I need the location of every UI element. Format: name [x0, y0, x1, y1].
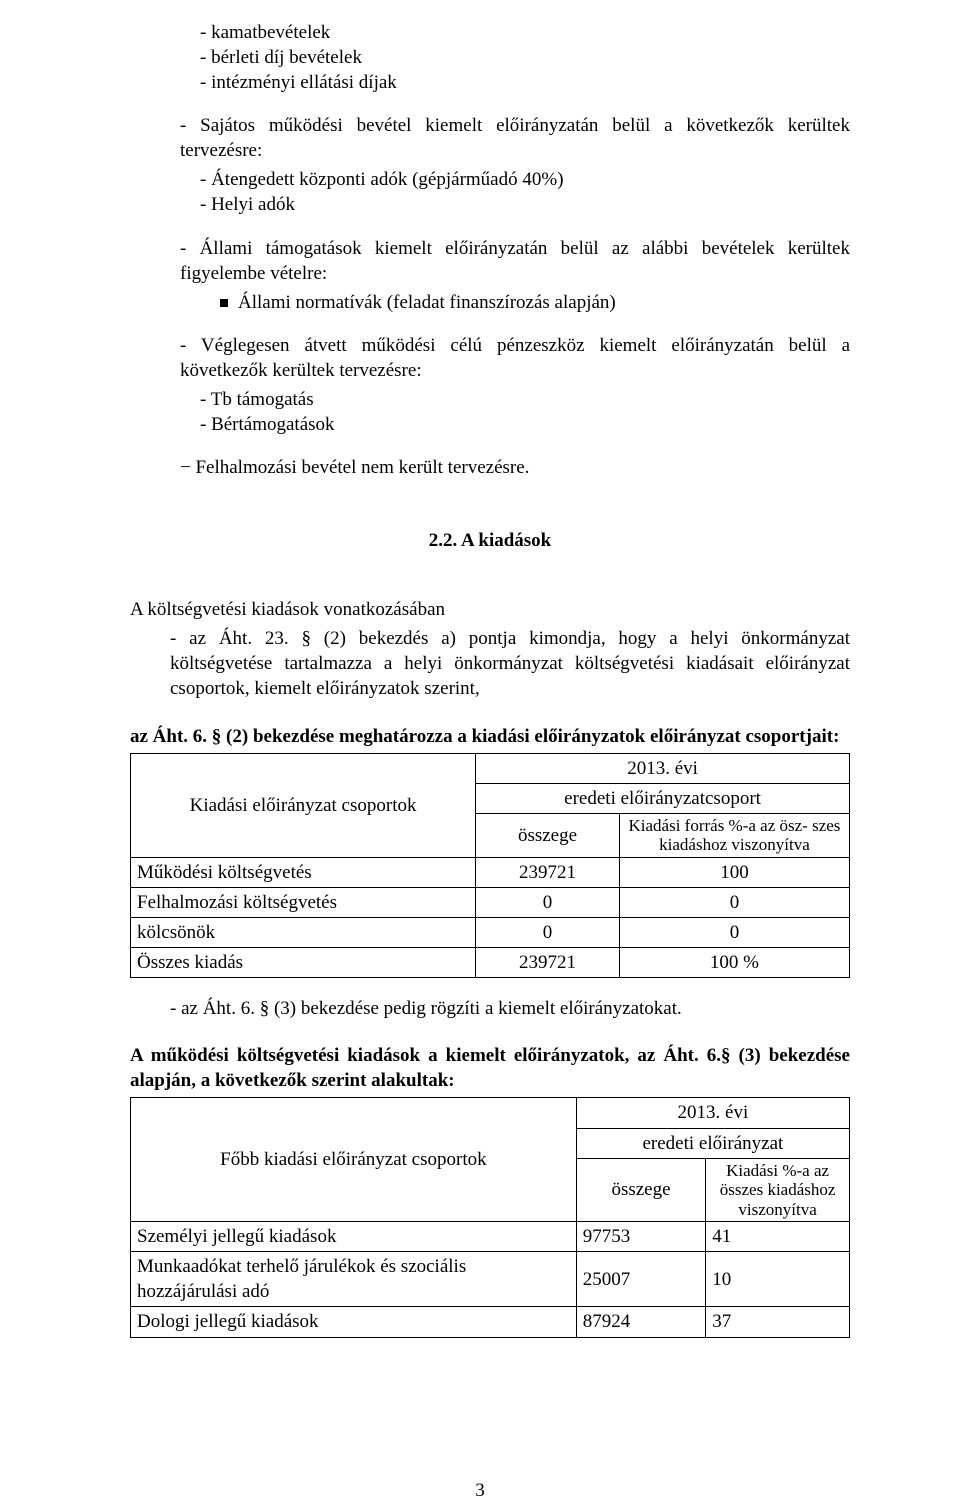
budget-groups-table: Kiadási előirányzat csoportok 2013. évi …	[130, 753, 850, 979]
list-item: - Helyi adók	[130, 192, 850, 217]
cell: 239721	[476, 948, 620, 978]
section-heading: 2.2. A kiadások	[130, 528, 850, 553]
list-item: - kamatbevételek	[130, 20, 850, 45]
col-header: 2013. évi	[476, 753, 850, 783]
col-header: 2013. évi	[576, 1098, 849, 1128]
page-number: 3	[0, 1478, 960, 1503]
cell: Felhalmozási költségvetés	[131, 887, 476, 917]
paragraph: - Véglegesen átvett működési célú pénzes…	[130, 333, 850, 383]
list-item-label: Állami normatívák (feladat finanszírozás…	[238, 292, 616, 313]
col-header: eredeti előirányzat	[576, 1128, 849, 1158]
col-header: Kiadási forrás %-a az ösz- szes kiadásho…	[619, 813, 849, 857]
table-row: Dologi jellegű kiadások 87924 37	[131, 1307, 850, 1337]
list-block: - kamatbevételek - bérleti díj bevételek…	[130, 20, 850, 480]
col-header: Kiadási előirányzat csoportok	[131, 753, 476, 857]
table-lead: A működési költségvetési kiadások a kiem…	[130, 1043, 850, 1093]
paragraph: − Felhalmozási bevétel nem került tervez…	[130, 455, 850, 480]
cell: 97753	[576, 1222, 705, 1252]
list-item: - Átengedett központi adók (gépjárműadó …	[130, 167, 850, 192]
table-row: Működési költségvetés 239721 100	[131, 857, 850, 887]
table-row: kölcsönök 0 0	[131, 918, 850, 948]
table-header-row: Kiadási előirányzat csoportok 2013. évi	[131, 753, 850, 783]
cell: Összes kiadás	[131, 948, 476, 978]
col-header: Kiadási %-a az összes kiadáshoz viszonyí…	[706, 1158, 850, 1222]
list-item: - intézményi ellátási díjak	[130, 70, 850, 95]
list-item: - bérleti díj bevételek	[130, 45, 850, 70]
cell: 25007	[576, 1252, 705, 1307]
col-header: Főbb kiadási előirányzat csoportok	[131, 1098, 577, 1222]
table-row: Összes kiadás 239721 100 %	[131, 948, 850, 978]
cell: Munkaadókat terhelő járulékok és szociál…	[131, 1252, 577, 1307]
cell: 0	[619, 918, 849, 948]
cell: Működési költségvetés	[131, 857, 476, 887]
cell: 37	[706, 1307, 850, 1337]
paragraph: - Állami támogatások kiemelt előirányzat…	[130, 236, 850, 286]
paragraph: - az Áht. 23. § (2) bekezdés a) pontja k…	[130, 626, 850, 701]
list-item: Állami normatívák (feladat finanszírozás…	[130, 290, 850, 315]
cell: 0	[476, 918, 620, 948]
cell: 87924	[576, 1307, 705, 1337]
table-row: Munkaadókat terhelő járulékok és szociál…	[131, 1252, 850, 1307]
square-bullet-icon	[220, 299, 228, 307]
cell: 0	[619, 887, 849, 917]
paragraph: - az Áht. 6. § (3) bekezdése pedig rögzí…	[130, 996, 850, 1021]
cell: 100	[619, 857, 849, 887]
table-row: Személyi jellegű kiadások 97753 41	[131, 1222, 850, 1252]
col-header: összege	[476, 813, 620, 857]
detailed-expenditure-table: Főbb kiadási előirányzat csoportok 2013.…	[130, 1097, 850, 1337]
list-item: - Tb támogatás	[130, 387, 850, 412]
paragraph: A költségvetési kiadások vonatkozásában	[130, 597, 850, 622]
table-header-row: Főbb kiadási előirányzat csoportok 2013.…	[131, 1098, 850, 1128]
cell: 41	[706, 1222, 850, 1252]
table-lead: az Áht. 6. § (2) bekezdése meghatározza …	[130, 724, 850, 749]
cell: 10	[706, 1252, 850, 1307]
cell: 100 %	[619, 948, 849, 978]
cell: Személyi jellegű kiadások	[131, 1222, 577, 1252]
cell: 239721	[476, 857, 620, 887]
col-header: összege	[576, 1158, 705, 1222]
cell: 0	[476, 887, 620, 917]
list-item: - Bértámogatások	[130, 412, 850, 437]
table-row: Felhalmozási költségvetés 0 0	[131, 887, 850, 917]
cell: kölcsönök	[131, 918, 476, 948]
cell: Dologi jellegű kiadások	[131, 1307, 577, 1337]
paragraph: - Sajátos működési bevétel kiemelt előir…	[130, 113, 850, 163]
col-header: eredeti előirányzatcsoport	[476, 783, 850, 813]
